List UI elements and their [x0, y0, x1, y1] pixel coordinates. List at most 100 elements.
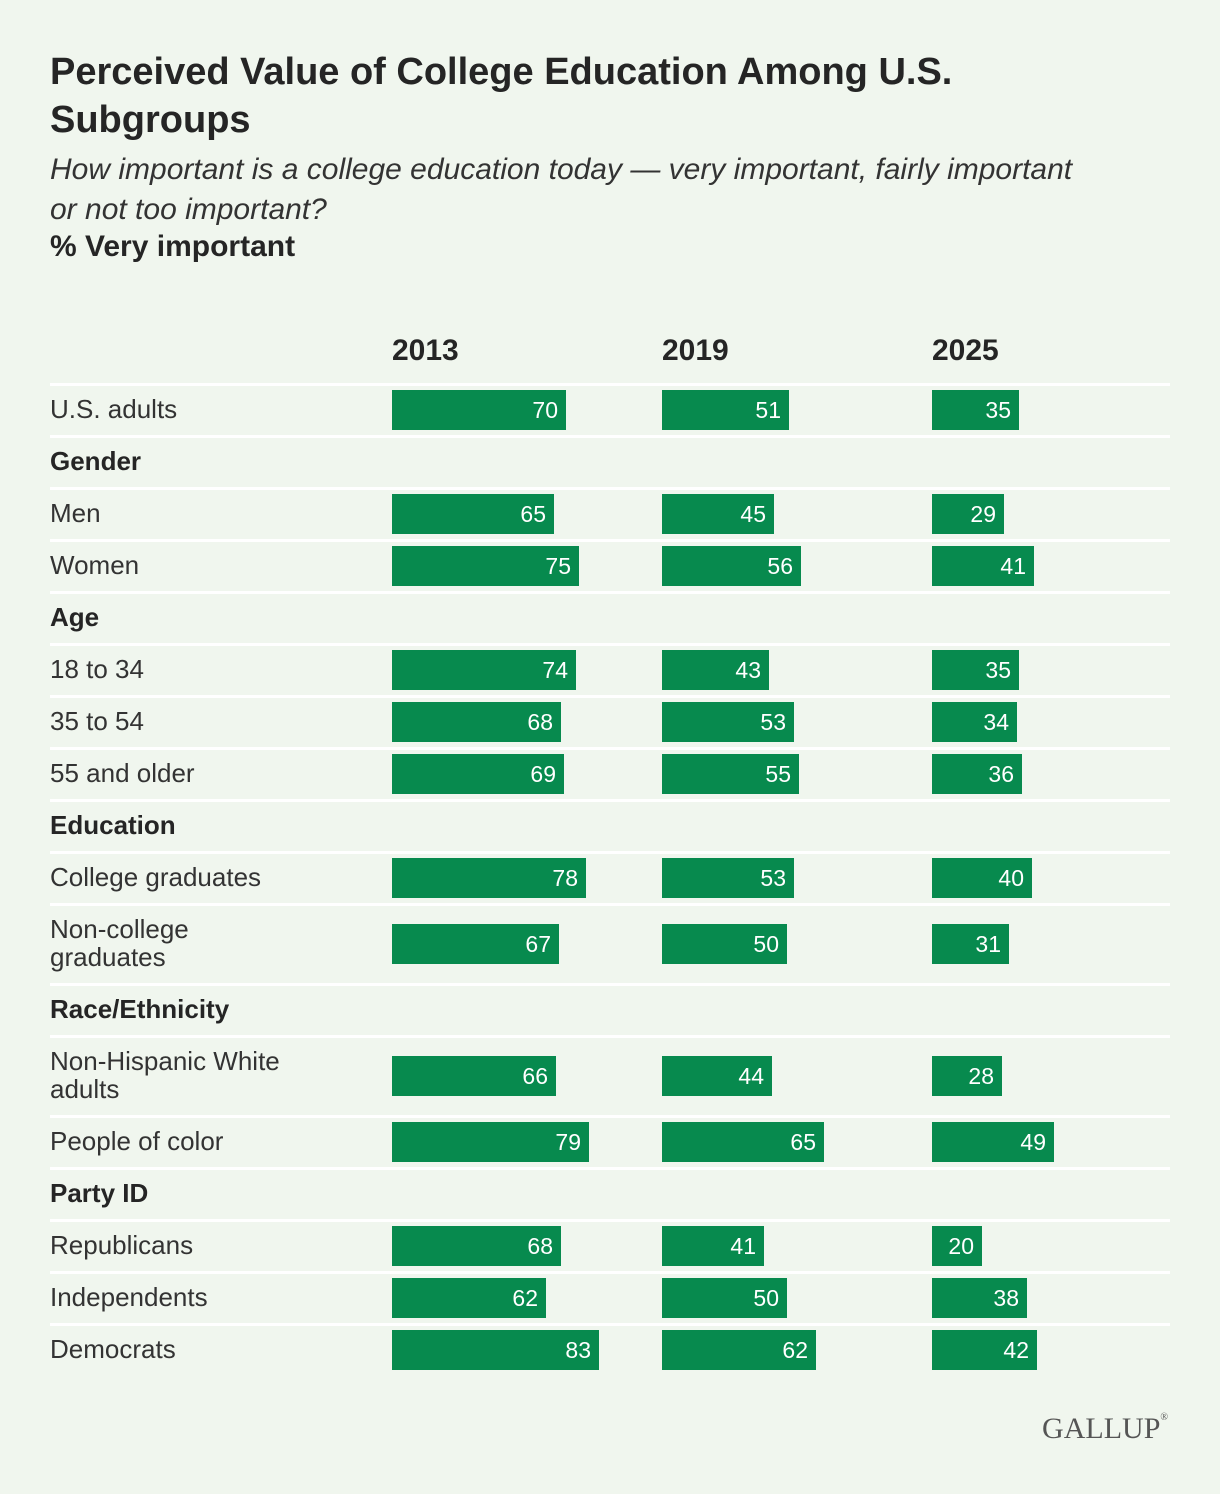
bar-republicans-2013: 68 — [392, 1226, 561, 1266]
bar-people-of-color-2019: 65 — [662, 1122, 824, 1162]
row-label-college-graduates: College graduates — [50, 862, 262, 892]
bar-value-label: 65 — [790, 1129, 816, 1155]
column-header-2019: 2019 — [662, 334, 729, 367]
gallup-logo: GALLUP® — [1042, 1412, 1168, 1445]
row-divider — [50, 903, 1170, 906]
row-divider — [50, 851, 1170, 854]
row-divider — [50, 1035, 1170, 1038]
row-label-people-of-color: People of color — [50, 1126, 224, 1156]
bar-value-label: 34 — [983, 709, 1009, 735]
bar-women-2013: 75 — [392, 546, 579, 586]
group-label-party-id: Party ID — [50, 1178, 149, 1208]
row-label-18-to-34: 18 to 34 — [50, 654, 144, 684]
bar-value-label: 36 — [988, 761, 1014, 787]
bar-independents-2025: 38 — [932, 1278, 1027, 1318]
row-divider — [50, 1115, 1170, 1118]
row-divider — [50, 383, 1170, 386]
bar-u-s-adults-2019: 51 — [662, 390, 789, 430]
bar-non-hispanic-white-adults-2025: 28 — [932, 1056, 1002, 1096]
bar-college-graduates-2019: 53 — [662, 858, 794, 898]
chart-title: Perceived Value of College Education Amo… — [50, 51, 953, 141]
bar-35-to-54-2019: 53 — [662, 702, 794, 742]
bar-u-s-adults-2013: 70 — [392, 390, 566, 430]
row-label-55-and-older: 55 and older — [50, 758, 195, 788]
bar-18-to-34-2025: 35 — [932, 650, 1019, 690]
bar-republicans-2025: 20 — [932, 1226, 982, 1266]
bar-value-label: 74 — [542, 657, 568, 683]
bar-republicans-2019: 41 — [662, 1226, 764, 1266]
bar-value-label: 31 — [975, 931, 1001, 957]
bar-value-label: 83 — [565, 1337, 591, 1363]
bar-college-graduates-2025: 40 — [932, 858, 1032, 898]
column-header-2025: 2025 — [932, 334, 999, 367]
bar-value-label: 66 — [522, 1063, 548, 1089]
bar-value-label: 56 — [767, 553, 793, 579]
bar-value-label: 43 — [735, 657, 761, 683]
bar-value-label: 41 — [1000, 553, 1026, 579]
bar-value-label: 69 — [530, 761, 556, 787]
row-label-democrats: Democrats — [50, 1334, 176, 1364]
bar-men-2019: 45 — [662, 494, 774, 534]
bar-value-label: 38 — [993, 1285, 1019, 1311]
bar-value-label: 75 — [545, 553, 571, 579]
bar-55-and-older-2013: 69 — [392, 754, 564, 794]
group-label-race-ethnicity: Race/Ethnicity — [50, 994, 230, 1024]
bar-value-label: 42 — [1003, 1337, 1029, 1363]
bar-value-label: 68 — [527, 1233, 553, 1259]
row-divider — [50, 539, 1170, 542]
bar-non-hispanic-white-adults-2019: 44 — [662, 1056, 772, 1096]
bar-independents-2013: 62 — [392, 1278, 546, 1318]
bar-men-2013: 65 — [392, 494, 554, 534]
group-label-age: Age — [50, 602, 100, 632]
row-divider — [50, 487, 1170, 490]
bar-35-to-54-2013: 68 — [392, 702, 561, 742]
bar-value-label: 41 — [730, 1233, 756, 1259]
bar-value-label: 67 — [525, 931, 551, 957]
bar-non-hispanic-white-adults-2013: 66 — [392, 1056, 556, 1096]
bar-value-label: 45 — [740, 501, 766, 527]
bar-women-2025: 41 — [932, 546, 1034, 586]
bar-non-college-graduates-2013: 67 — [392, 924, 559, 964]
group-label-education: Education — [50, 810, 176, 840]
bar-non-college-graduates-2019: 50 — [662, 924, 787, 964]
row-divider — [50, 1219, 1170, 1222]
row-label-non-college-graduates: Non-college graduates — [50, 914, 189, 972]
group-label-gender: Gender — [50, 446, 142, 476]
row-divider — [50, 1271, 1170, 1274]
bar-value-label: 40 — [998, 865, 1024, 891]
bar-value-label: 70 — [532, 397, 558, 423]
measure-label: % Very important — [50, 230, 296, 263]
bar-value-label: 53 — [760, 865, 786, 891]
chart-subtitle: How important is a college education tod… — [50, 153, 1073, 226]
bar-35-to-54-2025: 34 — [932, 702, 1017, 742]
bar-college-graduates-2013: 78 — [392, 858, 586, 898]
bar-value-label: 53 — [760, 709, 786, 735]
bar-value-label: 50 — [753, 931, 779, 957]
bar-value-label: 51 — [755, 397, 781, 423]
bar-u-s-adults-2025: 35 — [932, 390, 1019, 430]
bar-value-label: 35 — [985, 397, 1011, 423]
bar-18-to-34-2013: 74 — [392, 650, 576, 690]
row-label-non-hispanic-white-adults: Non-Hispanic White adults — [50, 1046, 280, 1104]
bar-value-label: 35 — [985, 657, 1011, 683]
bar-democrats-2013: 83 — [392, 1330, 599, 1370]
bar-non-college-graduates-2025: 31 — [932, 924, 1009, 964]
bar-value-label: 50 — [753, 1285, 779, 1311]
bar-value-label: 65 — [520, 501, 546, 527]
bar-democrats-2025: 42 — [932, 1330, 1037, 1370]
row-divider — [50, 1323, 1170, 1326]
row-divider — [50, 435, 1170, 438]
bar-men-2025: 29 — [932, 494, 1004, 534]
bar-value-label: 68 — [527, 709, 553, 735]
bar-value-label: 29 — [970, 501, 996, 527]
bar-independents-2019: 50 — [662, 1278, 787, 1318]
row-label-35-to-54: 35 to 54 — [50, 706, 144, 736]
bar-18-to-34-2019: 43 — [662, 650, 769, 690]
bar-people-of-color-2013: 79 — [392, 1122, 589, 1162]
bar-55-and-older-2025: 36 — [932, 754, 1022, 794]
row-label-men: Men — [50, 498, 101, 528]
row-label-women: Women — [50, 550, 140, 580]
bar-value-label: 62 — [512, 1285, 538, 1311]
row-label-independents: Independents — [50, 1282, 208, 1312]
column-header-2013: 2013 — [392, 334, 459, 367]
